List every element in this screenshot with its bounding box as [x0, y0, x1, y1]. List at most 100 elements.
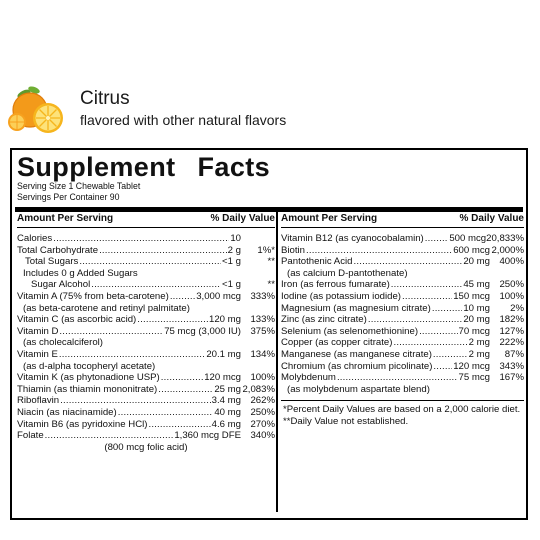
left-column: Amount Per Serving % Daily Value Calorie…	[17, 212, 275, 453]
leader-dots	[45, 430, 174, 442]
nutrient-row: Manganese (as manganese citrate) 2 mg 87%	[281, 349, 524, 361]
nutrient-amount: 2 g	[227, 244, 241, 256]
leader-dots	[118, 407, 214, 419]
nutrient-name: Vitamin D	[17, 325, 59, 337]
flavor-name: Citrus	[80, 88, 130, 109]
leader-dots	[306, 245, 452, 257]
nutrient-daily-value: 133%	[250, 314, 275, 326]
nutrient-name: Sugar Alcohol	[31, 279, 91, 291]
nutrient-name: Vitamin C (as ascorbic acid)	[17, 314, 137, 326]
nutrient-daily-value: 134%	[250, 348, 275, 360]
leader-dots	[148, 419, 210, 431]
nutrient-amount: 70 mcg	[458, 325, 490, 337]
nutrient-name: Folate	[17, 430, 44, 442]
nutrient-name: Copper (as copper citrate)	[281, 337, 393, 349]
leader-dots	[53, 233, 229, 245]
nutrient-amount: 3.4 mg	[211, 395, 241, 407]
facts-title-right: Facts	[197, 152, 271, 182]
nutrient-amount: 20 mg	[463, 256, 490, 268]
nutrient-amount: 10 mg	[463, 302, 490, 314]
facts-title-left: Supplement	[17, 152, 176, 182]
serving-size: Serving Size 1 Chewable Tablet	[17, 181, 141, 192]
nutrient-row: Zinc (as zinc citrate) 20 mg 182%	[281, 314, 524, 326]
nutrient-name: Pantothenic Acid	[281, 256, 353, 268]
nutrient-amount: 20 mg	[463, 314, 490, 326]
nutrient-name: Total Carbohydrate	[17, 244, 99, 256]
nutrient-daily-value: 2%	[510, 302, 524, 314]
nutrient-amount: <1 g	[222, 256, 241, 268]
nutrient-row: Vitamin K (as phytonadione USP) 120 mcg 10…	[17, 372, 275, 384]
nutrient-name: Vitamin B6 (as pyridoxine HCl)	[17, 418, 148, 430]
nutrient-daily-value: 2,083%	[242, 383, 275, 395]
nutrient-daily-value: 2,000%	[491, 244, 524, 256]
nutrient-amount: 10	[230, 233, 241, 244]
nutrient-daily-value: 250%	[499, 279, 524, 291]
servings-per-container: Servings Per Container 90	[17, 192, 120, 203]
nutrient-row: Iron (as ferrous fumarate) 45 mg 250%	[281, 279, 524, 291]
nutrient-row: Vitamin B6 (as pyridoxine HCl) 4.6 mg 270%	[17, 419, 275, 431]
nutrient-daily-value: 100%	[250, 372, 275, 384]
nutrient-daily-value: 262%	[250, 395, 275, 407]
leader-dots	[158, 384, 213, 396]
nutrient-amount: 75 mcg	[458, 372, 490, 384]
leader-dots	[433, 349, 468, 361]
nutrient-amount: 120 mg	[209, 314, 241, 326]
nutrient-name: Riboflavin	[17, 395, 60, 407]
nutrient-row: Molybdenum 75 mcg 167%	[281, 372, 524, 384]
flavor-subtitle: flavored with other natural flavors	[80, 112, 287, 128]
nutrient-amount: 150 mcg	[453, 290, 490, 302]
nutrient-amount: 3,000 mcg	[196, 290, 241, 302]
right-nutrient-list: Vitamin B12 (as cyanocobalamin)500 mcg20…	[281, 233, 524, 395]
nutrient-row: Vitamin E 20.1 mg 134%	[17, 349, 275, 361]
nutrient-name: Iron (as ferrous fumarate)	[281, 279, 390, 291]
nutrient-row: Total Carbohydrate 2 g 1%*	[17, 245, 275, 257]
nutrient-daily-value: **	[267, 256, 275, 268]
leader-dots	[99, 245, 227, 257]
nutrient-daily-value: 270%	[250, 418, 275, 430]
nutrient-name: Biotin	[281, 244, 305, 256]
nutrient-amount: 75 mcg (3,000 IU)	[164, 325, 241, 337]
product-header: Citrus flavored with other natural flavo…	[8, 82, 528, 134]
nutrient-row: Folate 1,360 mcg DFE 340%	[17, 430, 275, 442]
nutrient-amount: 4.6 mg	[211, 418, 241, 430]
right-column: Amount Per Serving % Daily Value Vitamin…	[281, 212, 524, 428]
dv-header: % Daily Value	[459, 213, 524, 224]
nutrient-row: Magnesium (as magnesium citrate) 10 mg 2%	[281, 303, 524, 315]
nutrient-daily-value: 182%	[499, 314, 524, 326]
nutrient-note: Includes 0 g Added Sugars	[23, 267, 138, 279]
leader-dots	[432, 303, 463, 315]
nutrient-daily-value: **	[267, 279, 275, 291]
facts-title: Supplement Facts	[17, 152, 270, 182]
nutrient-name: Thiamin (as thiamin mononitrate)	[17, 383, 158, 395]
nutrient-daily-value: 87%	[504, 348, 524, 360]
nutrient-daily-value: 20,833%	[486, 233, 524, 244]
nutrient-amount: 25 mg	[214, 383, 241, 395]
nutrient-name: Vitamin E	[17, 348, 58, 360]
nutrient-note: (as molybdenum aspartate blend)	[287, 383, 430, 395]
amount-header: Amount Per Serving	[281, 213, 378, 224]
amount-header: Amount Per Serving	[17, 213, 114, 224]
nutrient-note: (as d-alpha tocopheryl acetate)	[23, 360, 156, 372]
nutrient-name: Vitamin A (75% from beta-carotene)	[17, 290, 169, 302]
nutrient-daily-value: 167%	[499, 372, 524, 384]
nutrient-note: (as cholecalciferol)	[23, 337, 103, 349]
nutrient-row: Copper (as copper citrate) 2 mg 222%	[281, 337, 524, 349]
nutrient-row: Riboflavin 3.4 mg 262%	[17, 395, 275, 407]
nutrient-row: Chromium (as chromium picolinate) 120 mcg…	[281, 361, 524, 373]
nutrient-amount: 500 mcg	[449, 233, 487, 244]
nutrient-row: Iodine (as potassium iodide) 150 mcg 100%	[281, 291, 524, 303]
leader-dots	[79, 256, 221, 268]
leader-dots	[91, 279, 221, 291]
nutrient-name: Vitamin B12 (as cyanocobalamin)	[281, 233, 424, 244]
nutrient-name: Niacin (as niacinamide)	[17, 406, 117, 418]
nutrient-name: Zinc (as zinc citrate)	[281, 314, 367, 326]
nutrient-daily-value: 222%	[499, 337, 524, 349]
nutrient-row: Vitamin A (75% from beta-carotene) 3,000 …	[17, 291, 275, 303]
nutrient-amount: 40 mg	[214, 406, 241, 418]
nutrient-note: (as calcium D-pantothenate)	[287, 267, 408, 279]
nutrient-amount: 120 mcg	[453, 360, 490, 372]
nutrient-row: Thiamin (as thiamin mononitrate) 25 mg2,0…	[17, 384, 275, 396]
nutrient-note: (800 mcg folic acid)	[104, 441, 188, 453]
supplement-facts-panel: Supplement Facts Serving Size 1 Chewable …	[10, 148, 528, 520]
